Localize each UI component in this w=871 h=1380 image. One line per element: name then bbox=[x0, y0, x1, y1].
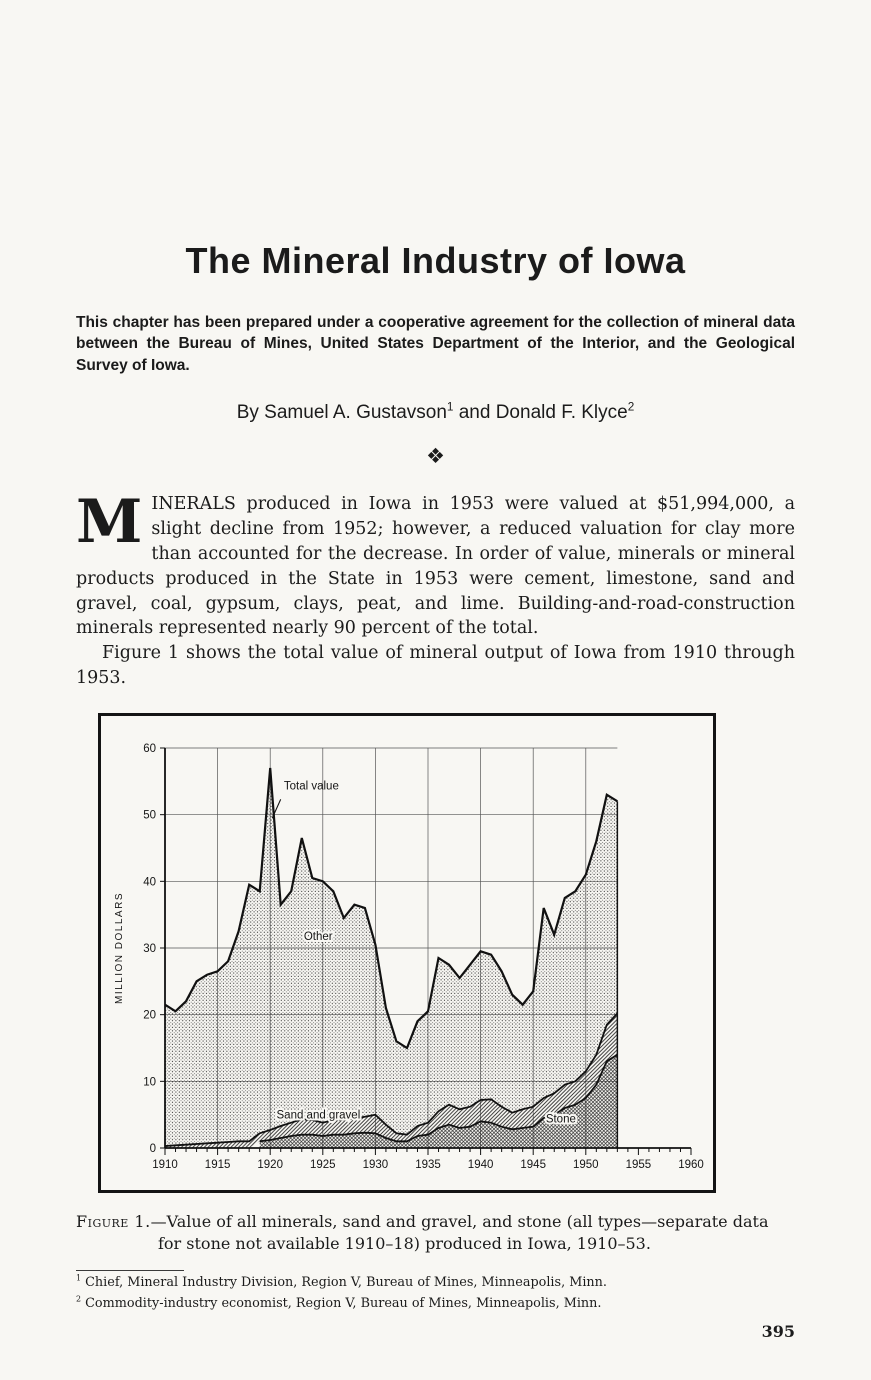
chapter-note: This chapter has been prepared under a c… bbox=[76, 314, 795, 374]
footnote-2-text: Commodity-industry economist, Region V, … bbox=[81, 1296, 602, 1312]
svg-text:60: 60 bbox=[143, 743, 156, 755]
svg-text:1915: 1915 bbox=[205, 1159, 231, 1171]
svg-text:1925: 1925 bbox=[310, 1159, 336, 1171]
paragraph-1-text: INERALS produced in Iowa in 1953 were va… bbox=[76, 494, 795, 639]
figure-caption-text: —Value of all minerals, sand and gravel,… bbox=[150, 1211, 769, 1254]
footnote-2: 2 Commodity-industry economist, Region V… bbox=[76, 1295, 795, 1314]
page-title: The Mineral Industry of Iowa bbox=[185, 240, 686, 281]
drop-cap: M bbox=[76, 487, 143, 558]
total-value-line bbox=[164, 767, 618, 1050]
figure-caption: Figure 1.—Value of all minerals, sand an… bbox=[76, 1211, 795, 1256]
svg-text:1960: 1960 bbox=[678, 1159, 704, 1171]
byline-authors-1: By Samuel A. Gustavson bbox=[236, 402, 447, 424]
svg-text:0: 0 bbox=[150, 1143, 156, 1155]
footnote-1-text: Chief, Mineral Industry Division, Region… bbox=[81, 1274, 607, 1290]
byline-authors-2: and Donald F. Klyce bbox=[453, 402, 628, 424]
page-number: 395 bbox=[761, 1321, 795, 1341]
axis-ticks bbox=[160, 747, 692, 1155]
annotation-leader-line bbox=[271, 798, 282, 819]
chart-annotation: Total value bbox=[284, 780, 339, 792]
figure-caption-label: Figure 1. bbox=[76, 1211, 151, 1231]
paragraph-1: M INERALS produced in Iowa in 1953 were v… bbox=[76, 492, 795, 641]
svg-text:1950: 1950 bbox=[573, 1159, 599, 1171]
svg-text:10: 10 bbox=[143, 1076, 156, 1088]
svg-text:50: 50 bbox=[143, 810, 156, 822]
stone-line bbox=[259, 1053, 618, 1143]
svg-text:1940: 1940 bbox=[468, 1159, 494, 1171]
byline-footnote-ref-2: 2 bbox=[627, 400, 635, 414]
svg-text:1920: 1920 bbox=[257, 1159, 283, 1171]
footnote-rule bbox=[76, 1269, 184, 1271]
stone-area bbox=[259, 1054, 618, 1148]
y-axis-label: MILLION DOLLARS bbox=[114, 892, 125, 1004]
svg-text:1930: 1930 bbox=[363, 1159, 389, 1171]
chart-annotation: Stone bbox=[546, 1114, 576, 1126]
svg-text:20: 20 bbox=[143, 1010, 156, 1022]
footnote-2-marker: 2 bbox=[76, 1294, 82, 1304]
footnote-1: 1 Chief, Mineral Industry Division, Regi… bbox=[76, 1274, 795, 1293]
paragraph-2: Figure 1 shows the total value of minera… bbox=[76, 643, 795, 689]
svg-text:1945: 1945 bbox=[520, 1159, 546, 1171]
svg-text:1910: 1910 bbox=[152, 1159, 178, 1171]
figure-1: 1910 1915 1920 1925 1930 1935 1940 1945 1950 1955… bbox=[98, 712, 716, 1193]
chart-annotation: Other bbox=[304, 931, 333, 943]
ornament-icon: ❖ bbox=[426, 444, 445, 469]
byline: By Samuel A. Gustavson1 and Donald F. Kl… bbox=[76, 400, 795, 424]
sand-gravel-area bbox=[165, 1013, 618, 1148]
byline-footnote-ref-1: 1 bbox=[446, 400, 454, 414]
chart-annotation: Sand and gravel bbox=[277, 1110, 361, 1122]
svg-text:40: 40 bbox=[143, 876, 156, 888]
figure1-chart: 1910 1915 1920 1925 1930 1935 1940 1945 1950 1955… bbox=[114, 743, 704, 1171]
axis-tick-labels: 1910 1915 1920 1925 1930 1935 1940 1945 1950 1955… bbox=[143, 743, 704, 1171]
other-area bbox=[165, 767, 618, 1146]
svg-text:30: 30 bbox=[143, 943, 156, 955]
footnote-1-marker: 1 bbox=[76, 1273, 82, 1283]
sand-gravel-line bbox=[164, 1012, 619, 1147]
svg-text:1955: 1955 bbox=[626, 1159, 652, 1171]
svg-text:1935: 1935 bbox=[415, 1159, 441, 1171]
